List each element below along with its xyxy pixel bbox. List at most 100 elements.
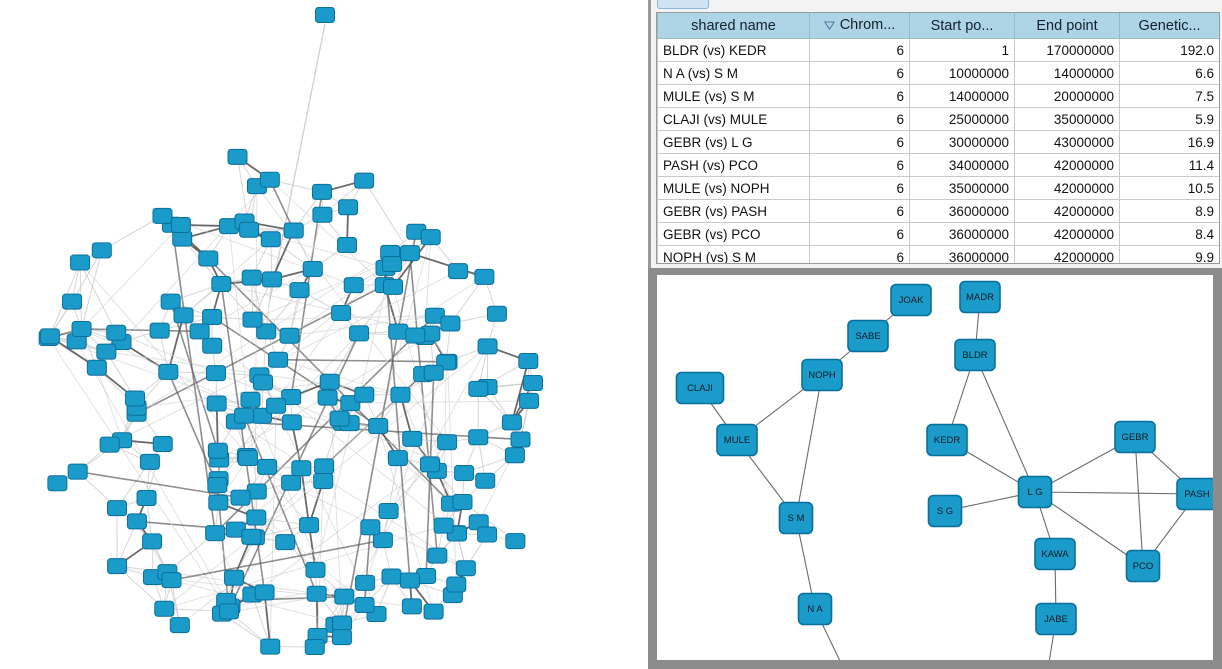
table-body[interactable]: BLDR (vs) KEDR 6 1 170000000 192.0 N A (vs) S…: [657, 38, 1219, 263]
table-cell-shared_name[interactable]: NOPH (vs) S M: [657, 245, 810, 263]
network-node[interactable]: [289, 282, 310, 299]
network-node[interactable]: [259, 171, 280, 188]
network-node[interactable]: [399, 572, 420, 589]
network-node[interactable]: [423, 364, 444, 381]
network-node[interactable]: [106, 324, 127, 341]
node-shape[interactable]: [71, 320, 92, 337]
node-shape[interactable]: [283, 222, 304, 239]
network-node[interactable]: [383, 278, 404, 295]
table-row[interactable]: NOPH (vs) S M 6 36000000 42000000 9.9: [657, 245, 1219, 263]
node-shape[interactable]: [154, 600, 175, 617]
network-node[interactable]: [454, 465, 475, 482]
node-shape[interactable]: [281, 389, 302, 406]
network-node[interactable]: [136, 490, 157, 507]
node-shape[interactable]: [158, 363, 179, 380]
network-node[interactable]: [142, 533, 163, 550]
node-shape[interactable]: [312, 206, 333, 223]
node-shape[interactable]: [152, 207, 173, 224]
table-cell-start_point[interactable]: 34000000: [909, 153, 1015, 177]
node-shape[interactable]: [317, 389, 338, 406]
table-cell-genetic[interactable]: 192.0: [1119, 38, 1219, 62]
network-node[interactable]: [504, 447, 525, 464]
node-shape[interactable]: [237, 449, 258, 466]
table-cell-genetic[interactable]: 11.4: [1119, 153, 1219, 177]
table-cell-genetic[interactable]: 7.5: [1119, 84, 1219, 108]
network-node[interactable]: [281, 389, 302, 406]
table-cell-end_point[interactable]: 14000000: [1014, 61, 1120, 85]
network-node[interactable]: [211, 276, 232, 293]
node-shape[interactable]: [355, 574, 376, 591]
node-shape[interactable]: [302, 260, 323, 277]
node-shape[interactable]: [275, 534, 296, 551]
network-node[interactable]: [387, 450, 408, 467]
node-shape[interactable]: [523, 374, 544, 391]
network-node[interactable]: [107, 558, 128, 575]
node-shape[interactable]: [160, 293, 181, 310]
network-node[interactable]: [237, 449, 258, 466]
node-shape[interactable]: [246, 509, 267, 526]
node-shape[interactable]: [319, 373, 340, 390]
network-node[interactable]: [354, 172, 375, 189]
network-node[interactable]: PASH: [1176, 477, 1213, 511]
node-shape[interactable]: [241, 528, 262, 545]
network-node[interactable]: [275, 534, 296, 551]
table-header-genetic[interactable]: Genetic...: [1119, 13, 1219, 39]
node-shape[interactable]: [959, 280, 1001, 314]
network-node[interactable]: [254, 584, 275, 601]
network-node[interactable]: [349, 325, 370, 342]
node-shape[interactable]: [390, 386, 411, 403]
node-shape[interactable]: [387, 450, 408, 467]
node-shape[interactable]: [257, 458, 278, 475]
network-node[interactable]: [234, 407, 255, 424]
network-node[interactable]: [149, 322, 170, 339]
table-cell-shared_name[interactable]: GEBR (vs) L G: [657, 130, 810, 154]
network-node[interactable]: [519, 392, 540, 409]
network-node[interactable]: [437, 434, 458, 451]
network-node[interactable]: KAWA: [1034, 537, 1076, 571]
table-cell-genetic[interactable]: 8.9: [1119, 199, 1219, 223]
node-shape[interactable]: [420, 229, 441, 246]
network-node[interactable]: [475, 472, 496, 489]
node-shape[interactable]: [218, 603, 239, 620]
network-node[interactable]: [239, 221, 260, 238]
table-row[interactable]: CLAJI (vs) MULE 6 25000000 35000000 5.9: [657, 107, 1219, 131]
table-cell-end_point[interactable]: 42000000: [1014, 245, 1120, 263]
node-shape[interactable]: [256, 323, 277, 340]
node-shape[interactable]: [91, 242, 112, 259]
node-shape[interactable]: [240, 391, 261, 408]
node-shape[interactable]: [427, 547, 448, 564]
node-shape[interactable]: [501, 414, 522, 431]
node-shape[interactable]: [797, 592, 833, 626]
network-node[interactable]: [206, 395, 227, 412]
node-shape[interactable]: [399, 572, 420, 589]
table-cell-start_point[interactable]: 25000000: [909, 107, 1015, 131]
table-cell-genetic[interactable]: 16.9: [1119, 130, 1219, 154]
table-cell-chromosome[interactable]: 6: [809, 84, 910, 108]
node-shape[interactable]: [260, 231, 281, 248]
node-shape[interactable]: [126, 513, 147, 530]
network-node[interactable]: [158, 363, 179, 380]
node-shape[interactable]: [234, 407, 255, 424]
network-node[interactable]: [518, 353, 539, 370]
node-shape[interactable]: [329, 410, 350, 427]
network-node[interactable]: [161, 572, 182, 589]
table-header-end_point[interactable]: End point: [1014, 13, 1120, 39]
node-shape[interactable]: [402, 430, 423, 447]
network-node[interactable]: [302, 260, 323, 277]
node-shape[interactable]: [99, 436, 120, 453]
network-node[interactable]: [257, 458, 278, 475]
network-node[interactable]: [486, 305, 507, 322]
table-cell-end_point[interactable]: 42000000: [1014, 153, 1120, 177]
node-shape[interactable]: [343, 277, 364, 294]
node-shape[interactable]: [289, 282, 310, 299]
network-node[interactable]: [405, 327, 426, 344]
node-shape[interactable]: [149, 322, 170, 339]
network-node[interactable]: [152, 207, 173, 224]
node-shape[interactable]: [423, 603, 444, 620]
node-shape[interactable]: [372, 532, 393, 549]
table-cell-start_point[interactable]: 36000000: [909, 245, 1015, 263]
node-shape[interactable]: [161, 572, 182, 589]
network-node[interactable]: [96, 343, 117, 360]
table-row[interactable]: PASH (vs) PCO 6 34000000 42000000 11.4: [657, 153, 1219, 177]
